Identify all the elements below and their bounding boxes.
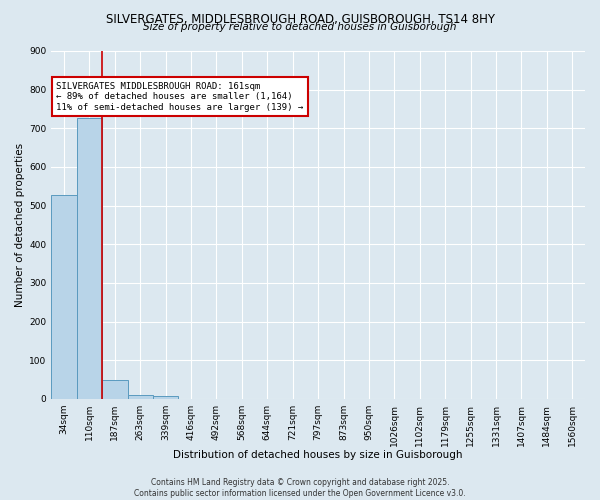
Bar [51, 195, 77, 399]
Bar [77, 118, 102, 399]
Text: Contains HM Land Registry data © Crown copyright and database right 2025.
Contai: Contains HM Land Registry data © Crown c… [134, 478, 466, 498]
X-axis label: Distribution of detached houses by size in Guisborough: Distribution of detached houses by size … [173, 450, 463, 460]
Text: SILVERGATES MIDDLESBROUGH ROAD: 161sqm
← 89% of detached houses are smaller (1,1: SILVERGATES MIDDLESBROUGH ROAD: 161sqm ←… [56, 82, 304, 112]
Bar [102, 380, 128, 399]
Text: Size of property relative to detached houses in Guisborough: Size of property relative to detached ho… [143, 22, 457, 32]
Y-axis label: Number of detached properties: Number of detached properties [15, 143, 25, 307]
Text: SILVERGATES, MIDDLESBROUGH ROAD, GUISBOROUGH, TS14 8HY: SILVERGATES, MIDDLESBROUGH ROAD, GUISBOR… [106, 12, 494, 26]
Bar [128, 395, 153, 399]
Bar [153, 396, 178, 399]
